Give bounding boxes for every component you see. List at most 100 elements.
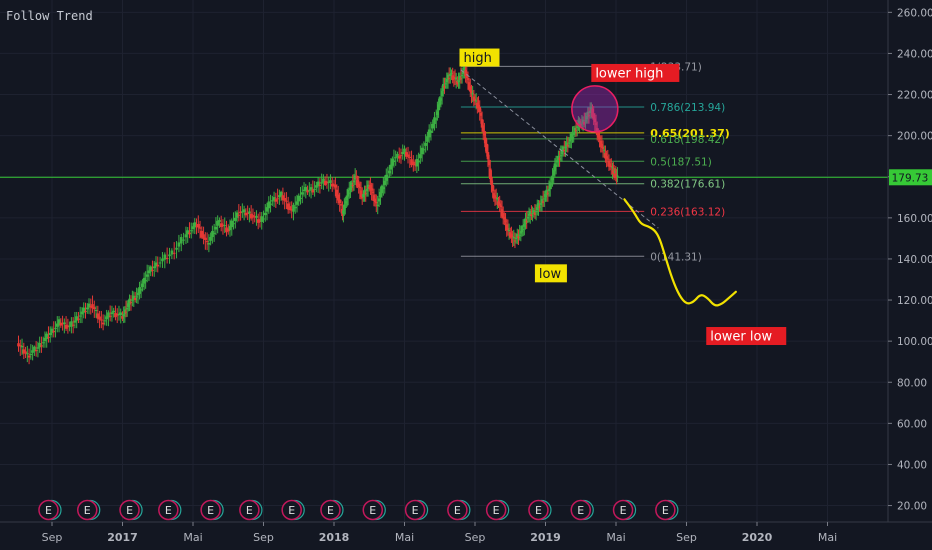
candle-body bbox=[122, 314, 125, 317]
current-price-badge bbox=[889, 169, 932, 186]
candle-body bbox=[260, 216, 264, 222]
candle-body bbox=[483, 131, 486, 136]
candle-body bbox=[528, 211, 532, 216]
candle-body bbox=[412, 161, 415, 166]
earnings-badge bbox=[200, 499, 221, 521]
candle-body bbox=[209, 237, 212, 241]
candle-body bbox=[557, 155, 560, 161]
candle-body bbox=[93, 307, 96, 310]
candle-body bbox=[152, 266, 156, 269]
earnings-marker[interactable]: E bbox=[655, 499, 679, 521]
candle-body bbox=[470, 90, 473, 94]
earnings-marker[interactable]: E bbox=[239, 499, 263, 521]
candle-body bbox=[518, 234, 521, 236]
candle-body bbox=[249, 213, 253, 219]
candle-body bbox=[568, 138, 572, 142]
candle-body bbox=[408, 156, 412, 158]
candle-body bbox=[474, 100, 478, 102]
candle-body bbox=[244, 212, 248, 216]
candle-body bbox=[356, 180, 359, 186]
candle-body bbox=[437, 104, 440, 111]
earnings-marker[interactable]: E bbox=[281, 499, 305, 521]
earnings-marker[interactable]: E bbox=[528, 499, 552, 521]
fib-level-label: 0(141.31) bbox=[650, 251, 702, 263]
candle-body bbox=[593, 118, 597, 123]
earnings-badge bbox=[77, 499, 98, 521]
candle-body bbox=[71, 324, 75, 326]
earnings-marker[interactable]: E bbox=[38, 499, 62, 521]
candle-body bbox=[401, 151, 405, 155]
earnings-marker[interactable]: E bbox=[570, 499, 594, 521]
candle-body bbox=[477, 104, 480, 108]
candle-body bbox=[382, 187, 385, 190]
candle-body bbox=[274, 199, 278, 202]
fib-level-label: 0.786(213.94) bbox=[650, 102, 725, 114]
candle-body bbox=[299, 197, 302, 199]
candle-body bbox=[532, 210, 536, 214]
candle-body bbox=[211, 230, 214, 238]
candle-body bbox=[450, 73, 453, 75]
candle-body bbox=[501, 213, 505, 218]
candle-body bbox=[445, 79, 449, 83]
x-tick-label: 2017 bbox=[107, 531, 138, 544]
earnings-marker[interactable]: E bbox=[158, 499, 182, 521]
candle-body bbox=[24, 351, 27, 354]
candle-body bbox=[484, 137, 487, 148]
annotation-label: lower low bbox=[706, 327, 787, 346]
candle-body bbox=[36, 347, 40, 349]
candle-body bbox=[523, 224, 526, 227]
candle-body bbox=[100, 319, 103, 321]
candle-body bbox=[232, 223, 235, 225]
candle-body bbox=[415, 158, 419, 167]
y-tick-label: 140.00 bbox=[897, 254, 932, 266]
candle-body bbox=[129, 302, 133, 304]
candle-body bbox=[553, 163, 557, 172]
candle-body bbox=[578, 120, 581, 125]
candle-body bbox=[362, 194, 365, 198]
earnings-marker[interactable]: E bbox=[119, 499, 143, 521]
candle-body bbox=[422, 149, 426, 151]
earnings-marker[interactable]: E bbox=[404, 499, 429, 521]
price-axis[interactable]: 260.00240.00220.00200.00180.00160.00140.… bbox=[887, 0, 932, 522]
candle-body bbox=[396, 153, 399, 158]
x-tick-label: Sep bbox=[253, 531, 274, 544]
candle-body bbox=[521, 229, 525, 231]
candle-body bbox=[242, 209, 246, 213]
candle-body bbox=[343, 206, 347, 208]
candle-body bbox=[193, 222, 197, 228]
candle-body bbox=[218, 219, 221, 222]
candle-body bbox=[132, 295, 136, 300]
candle-body bbox=[516, 234, 519, 238]
candle-body bbox=[281, 195, 285, 201]
time-axis[interactable]: Sep 2017 Mai Sep 2018 Mai Sep 2019 Mai Sep 2020 Mai bbox=[0, 521, 932, 544]
candle-body bbox=[285, 200, 288, 202]
candle-body bbox=[383, 180, 387, 185]
candle-body bbox=[175, 247, 178, 250]
candle-body bbox=[436, 111, 439, 116]
earnings-marker[interactable]: E bbox=[362, 499, 386, 521]
earnings-marker[interactable]: E bbox=[612, 499, 637, 521]
earnings-marker[interactable]: E bbox=[485, 499, 510, 521]
candle-body bbox=[434, 118, 438, 120]
candle-body bbox=[248, 211, 251, 214]
candle-body bbox=[426, 136, 429, 142]
earnings-marker[interactable]: E bbox=[447, 499, 471, 521]
candle-body bbox=[207, 243, 211, 245]
candle-body bbox=[438, 97, 442, 106]
candle-body bbox=[286, 203, 290, 210]
candle-body bbox=[20, 345, 24, 348]
candle-body bbox=[471, 93, 474, 95]
earnings-badge bbox=[158, 499, 179, 521]
earnings-marker[interactable]: E bbox=[320, 499, 344, 521]
candle-body bbox=[300, 192, 304, 195]
candle-body bbox=[601, 146, 605, 149]
earnings-marker[interactable]: E bbox=[200, 499, 224, 521]
candle-body bbox=[506, 228, 510, 231]
earnings-marker[interactable]: E bbox=[77, 499, 101, 521]
candle-body bbox=[444, 83, 447, 85]
candle-body bbox=[40, 345, 43, 347]
annotation-text: lower high bbox=[595, 66, 663, 81]
candle-body bbox=[124, 311, 128, 313]
candle-body bbox=[177, 242, 181, 247]
